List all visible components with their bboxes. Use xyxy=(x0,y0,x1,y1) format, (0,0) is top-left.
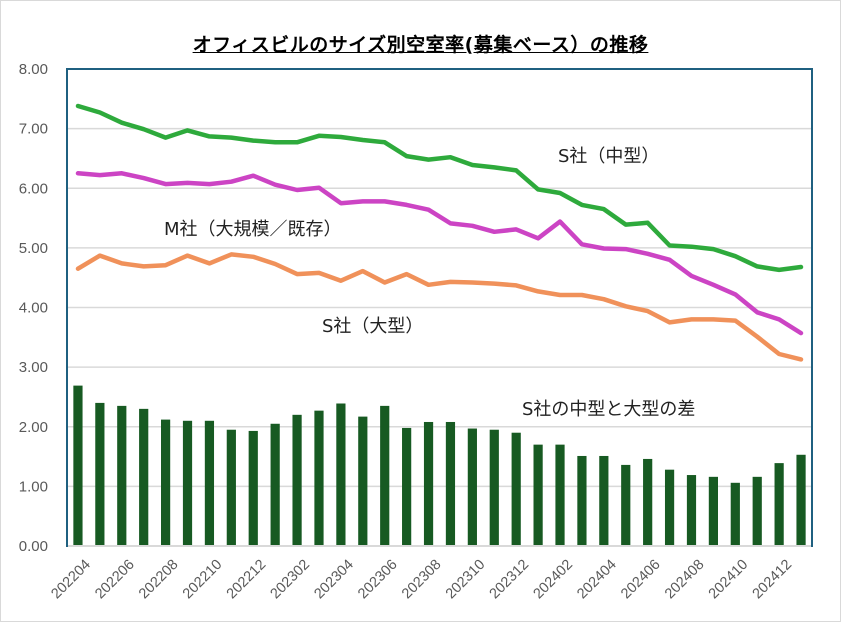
bar xyxy=(161,419,171,546)
grid-lines xyxy=(67,127,812,547)
annotation-s-large: S社（大型） xyxy=(322,316,423,337)
bar xyxy=(467,428,477,546)
x-tick-label: 202206 xyxy=(92,557,138,603)
bar xyxy=(774,463,784,546)
x-tick-label: 202210 xyxy=(180,557,226,603)
bar xyxy=(489,429,499,546)
y-tick-label: 3.00 xyxy=(19,359,48,376)
bar xyxy=(117,405,127,546)
x-tick-label: 202302 xyxy=(268,557,314,603)
x-tick-label: 202406 xyxy=(618,557,664,603)
bar xyxy=(621,464,631,546)
bar xyxy=(555,444,565,546)
x-tick-label: 202410 xyxy=(706,557,752,603)
bar xyxy=(752,476,762,546)
bar xyxy=(182,420,193,546)
bar xyxy=(314,410,324,546)
y-tick-label: 1.00 xyxy=(19,478,48,495)
x-tick-label: 202304 xyxy=(311,557,357,603)
bar xyxy=(511,432,521,546)
x-tick-label: 202310 xyxy=(443,557,489,603)
bar xyxy=(423,421,434,546)
bar xyxy=(73,385,83,546)
x-tick-label: 202208 xyxy=(136,557,182,603)
x-tick-label: 202402 xyxy=(530,557,576,603)
bar xyxy=(445,421,456,546)
bar xyxy=(402,427,412,546)
bar xyxy=(139,408,149,546)
x-tick-label: 202306 xyxy=(355,557,401,603)
x-tick-label: 202312 xyxy=(487,557,533,603)
x-tick-label: 202408 xyxy=(662,557,708,603)
bar xyxy=(270,423,280,546)
bar xyxy=(730,482,740,546)
annotation-difference: S社の中型と大型の差 xyxy=(522,399,695,420)
bar xyxy=(292,414,302,546)
series-line xyxy=(75,103,804,273)
bar xyxy=(380,405,390,546)
bars-series xyxy=(73,385,806,546)
series-line xyxy=(75,252,804,362)
bar xyxy=(664,469,675,546)
line-series xyxy=(75,103,804,362)
y-tick-label: 0.00 xyxy=(19,538,48,555)
x-axis-ticks: 2022042022062022082022102022122023022023… xyxy=(48,557,795,603)
bar xyxy=(708,476,718,546)
x-tick-label: 202404 xyxy=(574,557,620,603)
bar xyxy=(95,402,105,546)
x-tick-label: 202412 xyxy=(750,557,796,603)
annotation-s-medium: S社（中型） xyxy=(558,146,659,167)
annotation-m-large: M社（大規模／既存） xyxy=(164,219,342,240)
y-tick-label: 2.00 xyxy=(19,419,48,436)
bar xyxy=(533,444,543,546)
chart-title: オフィスビルのサイズ別空室率(募集ベース）の推移 xyxy=(192,34,649,56)
bar xyxy=(643,458,653,546)
bar xyxy=(796,454,806,546)
x-tick-label: 202308 xyxy=(399,557,445,603)
x-tick-label: 202204 xyxy=(48,557,94,603)
bar xyxy=(599,455,609,546)
x-tick-label: 202212 xyxy=(224,557,270,603)
y-tick-label: 4.00 xyxy=(19,300,48,317)
bar xyxy=(686,475,697,546)
bar xyxy=(336,403,346,546)
bar xyxy=(577,455,587,546)
y-tick-label: 6.00 xyxy=(19,180,48,197)
y-axis-ticks: 0.00 1.00 2.00 3.00 4.00 5.00 6.00 7.00 8.00 xyxy=(19,61,48,555)
bar xyxy=(204,420,215,546)
bar xyxy=(358,416,368,546)
series-line xyxy=(75,171,804,336)
y-tick-label: 8.00 xyxy=(19,61,48,78)
bar xyxy=(226,429,236,546)
bar xyxy=(248,430,258,546)
y-tick-label: 7.00 xyxy=(19,121,48,138)
series-annotations: S社（中型） M社（大規模／既存） S社（大型） S社の中型と大型の差 xyxy=(164,146,695,420)
y-tick-label: 5.00 xyxy=(19,240,48,257)
